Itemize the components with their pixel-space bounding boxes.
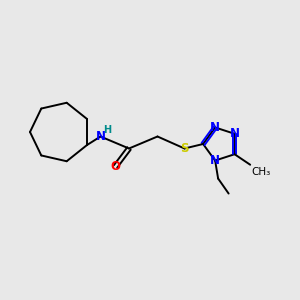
Text: S: S bbox=[180, 142, 189, 155]
Text: O: O bbox=[110, 160, 121, 173]
Text: H: H bbox=[103, 125, 111, 135]
Text: N: N bbox=[230, 127, 240, 140]
Text: N: N bbox=[210, 154, 220, 167]
Text: N: N bbox=[95, 130, 106, 143]
Text: CH₃: CH₃ bbox=[252, 167, 271, 177]
Text: N: N bbox=[210, 121, 220, 134]
